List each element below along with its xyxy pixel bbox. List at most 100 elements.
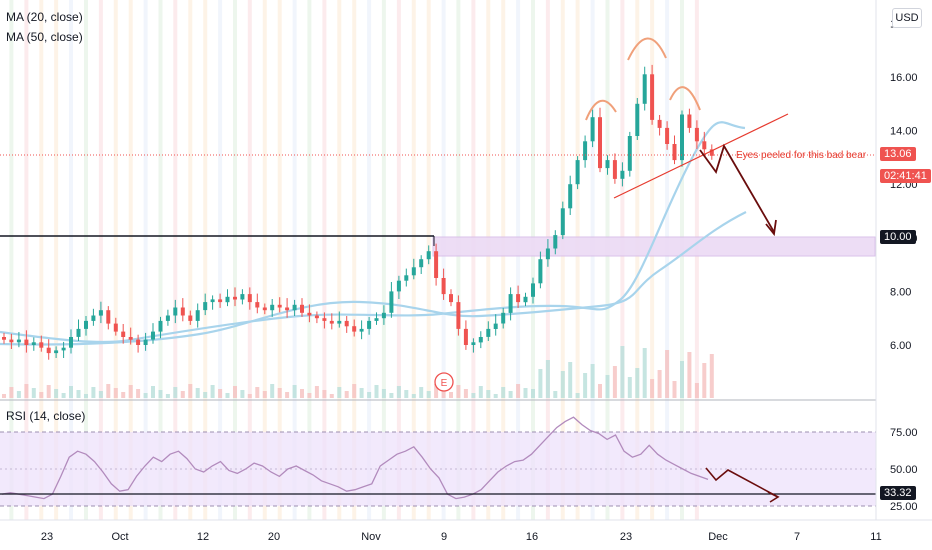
volume-bar [642,348,647,398]
candle-body [180,307,185,316]
candle-body [195,310,200,321]
volume-bar [307,393,312,398]
volume-bar [195,388,200,398]
volume-bar [344,391,349,398]
resistance-zone [432,236,876,257]
volume-bar [590,364,595,398]
candle-body [702,141,707,150]
session-stripe [307,0,312,520]
volume-bar [508,391,513,398]
volume-bar [583,373,588,398]
volume-bar [24,384,29,398]
candle-body [381,312,386,319]
volume-bar [359,388,364,398]
price-tick-label: 14.00 [890,126,918,138]
volume-bar [441,388,446,398]
session-stripe [98,0,103,520]
candle-body [31,342,36,345]
session-stripe [84,0,88,520]
earnings-marker-label: E [441,378,448,389]
session-stripe [24,0,29,520]
candle-body [292,304,297,311]
volume-bar [411,394,416,398]
candle-body [560,208,565,236]
candle-body [680,114,684,161]
candle-body [121,331,126,337]
ma20-line [0,121,746,344]
session-stripe [128,0,133,520]
time-tick-label: 16 [526,531,538,543]
session-stripe [381,0,386,520]
candle-body [151,331,155,340]
volume-bar [61,393,66,398]
candle-body [128,337,133,340]
candle-body [553,235,558,249]
candle-body [54,350,59,354]
volume-bar [158,390,163,398]
session-stripe [218,0,223,520]
volume-bar [657,370,662,398]
candle-body [531,283,535,297]
session-stripe [560,0,565,520]
volume-bar [538,369,543,398]
volume-bar [173,387,178,398]
candle-body [173,307,178,316]
price-tick-label: 16.00 [890,72,918,84]
volume-bar [136,389,141,398]
candle-body [463,328,468,345]
volume-bar [650,379,655,398]
legend-ma20[interactable]: MA (20, close) [6,10,83,24]
legend-rsi[interactable]: RSI (14, close) [6,409,86,423]
volume-bar [545,360,550,398]
candle-body [247,294,252,303]
volume-bar [352,384,357,398]
session-stripe [292,0,297,520]
session-stripe [396,0,401,520]
candle-body [471,342,476,345]
volume-bar [203,392,208,398]
price-tick-label: 6.00 [890,340,911,352]
session-stripe [680,0,684,520]
session-stripe [143,0,148,520]
volume-bar [46,385,51,398]
candle-body [709,149,714,156]
volume-bar [300,389,304,398]
session-stripe [54,0,59,520]
volume-bar [262,391,267,398]
session-stripe [441,0,446,520]
session-stripe [277,0,282,520]
volume-bar [374,385,379,398]
candle-body [359,328,364,332]
candle-body [337,320,342,324]
volume-bar [225,393,230,398]
candle-body [270,304,275,311]
volume-bar [694,383,699,398]
currency-button[interactable]: USD [892,8,922,28]
candle-body [672,144,677,161]
projection-arrowhead-price [765,219,777,237]
volume-bar [128,385,133,398]
candle-body [255,302,260,308]
earnings-marker [434,372,454,392]
candle-body [665,127,670,144]
candle-body [300,304,304,313]
candle-body [486,328,491,337]
candle-body [545,248,550,260]
session-stripe [501,0,506,520]
last-price-tag: 13.06 [880,147,916,161]
volume-bar [240,390,245,398]
legend-ma50[interactable]: MA (50, close) [6,30,83,44]
session-stripe [575,0,580,520]
volume-bar [612,366,617,398]
volume-bar [598,384,602,398]
candle-body [642,74,647,104]
volume-bar [478,386,483,398]
candle-body [605,160,610,169]
candle-body [411,267,416,276]
candle-body [508,294,513,313]
candle-body [635,103,640,136]
volume-bar [456,385,461,398]
rsi-tick-label: 25.00 [890,501,918,513]
level-tag: 10.00 [880,230,916,244]
